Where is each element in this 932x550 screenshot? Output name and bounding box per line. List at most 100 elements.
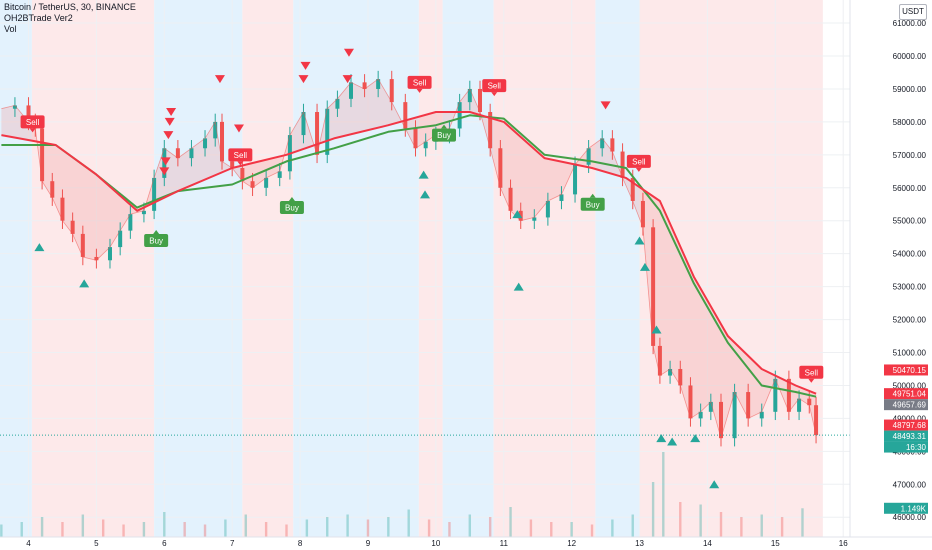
volume-bar <box>244 514 247 537</box>
x-tick-label: 11 <box>500 539 509 548</box>
signal-label-pointer <box>416 88 423 93</box>
candle-body <box>678 368 683 386</box>
x-tick-label: 6 <box>162 539 167 548</box>
candle-body <box>189 148 194 159</box>
y-tick-label: 56000.00 <box>893 184 927 193</box>
sell-signal-label[interactable]: Sell <box>626 154 651 172</box>
candle-body <box>688 385 693 419</box>
candle-body <box>573 164 578 195</box>
price-tag-bg <box>884 430 928 442</box>
candle-body <box>301 112 306 136</box>
candle-body <box>175 148 180 159</box>
volume-tag-text: 1.149K <box>901 504 927 513</box>
volume-bar <box>81 514 85 537</box>
price-tag-bg <box>884 364 928 376</box>
volume-bar <box>699 504 702 537</box>
buy-signal-label[interactable]: Buy <box>144 229 169 247</box>
down-arrow-icon <box>160 157 171 166</box>
candle-body <box>325 108 330 155</box>
signal-label-bg <box>20 115 45 129</box>
buy-signal-label[interactable]: Buy <box>432 124 457 142</box>
candle-body <box>532 217 537 221</box>
volume-bar <box>326 517 329 537</box>
candle-body <box>348 82 353 99</box>
signal-label-bg <box>799 365 824 379</box>
trend-region-bull <box>0 0 32 537</box>
sell-signal-label[interactable]: Sell <box>799 365 824 383</box>
candle-body <box>230 161 235 169</box>
x-tick-label: 8 <box>298 539 303 548</box>
candle-body <box>797 398 802 412</box>
volume-bar <box>651 482 655 537</box>
volume-bar <box>570 522 573 537</box>
signal-label-bg <box>580 197 605 211</box>
buy-signal-label[interactable]: Buy <box>580 193 605 211</box>
trend-region-bull <box>154 0 243 537</box>
candle-body <box>250 181 255 188</box>
signal-label-text: Sell <box>234 151 248 160</box>
volume-title[interactable]: Vol <box>4 24 17 34</box>
volume-bar <box>40 517 44 537</box>
candle-body <box>203 138 208 149</box>
price-tag-text: 50470.15 <box>893 366 927 375</box>
signal-label-bg <box>626 154 651 168</box>
signal-label-bg <box>144 233 169 247</box>
up-arrow-icon <box>667 437 678 446</box>
candle-body <box>651 227 656 346</box>
signal-label-pointer <box>589 193 596 198</box>
volume-bar <box>631 514 634 537</box>
indicator-title[interactable]: OH2BTrade Ver2 <box>4 13 73 23</box>
price-tag-text: 48797.68 <box>893 421 927 430</box>
candle-body <box>773 378 778 412</box>
volume-bar <box>264 522 268 537</box>
up-arrow-icon <box>690 434 701 443</box>
candle-body <box>814 405 819 436</box>
candle-body <box>240 168 245 182</box>
price-tag-bg <box>884 399 928 411</box>
volume-bar <box>142 522 146 537</box>
volume-bar <box>366 519 370 537</box>
down-arrow-icon <box>342 75 353 84</box>
volume-bar <box>662 452 665 537</box>
x-tick-label: 16 <box>839 539 848 548</box>
symbol-title[interactable]: Bitcoin / TetherUS, 30, BINANCE <box>4 2 136 12</box>
volume-bar <box>20 522 23 537</box>
currency-badge[interactable]: USDT <box>899 4 927 20</box>
buy-signal-label[interactable]: Buy <box>279 197 304 215</box>
candle-body <box>403 102 408 129</box>
signal-label-text: Sell <box>488 82 502 91</box>
candle-body <box>315 112 320 155</box>
signal-label-text: Buy <box>586 200 600 209</box>
sell-signal-label[interactable]: Sell <box>228 148 253 166</box>
down-arrow-icon <box>159 167 170 176</box>
candle-body <box>610 138 615 152</box>
sell-signal-label[interactable]: Sell <box>407 75 432 93</box>
candle-body <box>423 141 428 149</box>
signal-label-text: Buy <box>285 204 299 213</box>
down-arrow-icon <box>600 101 611 110</box>
chart-legend: Bitcoin / TetherUS, 30, BINANCE OH2BTrad… <box>4 2 136 35</box>
sell-signal-label[interactable]: Sell <box>20 115 45 133</box>
candle-body <box>786 378 791 412</box>
signal-label-pointer <box>635 167 642 172</box>
candle-body <box>545 200 550 218</box>
price-tag-text: 49751.04 <box>893 390 927 399</box>
signal-label-text: Buy <box>149 236 163 245</box>
y-tick-label: 46000.00 <box>893 513 927 522</box>
volume-bar <box>0 524 3 537</box>
candle-body <box>362 82 367 89</box>
sell-signal-label[interactable]: Sell <box>482 79 507 97</box>
candle-body <box>128 214 133 231</box>
x-tick-label: 7 <box>230 539 235 548</box>
down-arrow-icon <box>163 131 174 140</box>
volume-bar <box>780 517 784 537</box>
signal-label-text: Sell <box>632 157 646 166</box>
candle-body <box>698 411 703 419</box>
x-tick-label: 13 <box>635 539 644 548</box>
signal-label-text: Sell <box>26 118 40 127</box>
candle-body <box>94 256 99 261</box>
signal-label-pointer <box>441 124 448 129</box>
candle-body <box>586 148 591 165</box>
candle-body <box>807 398 812 406</box>
